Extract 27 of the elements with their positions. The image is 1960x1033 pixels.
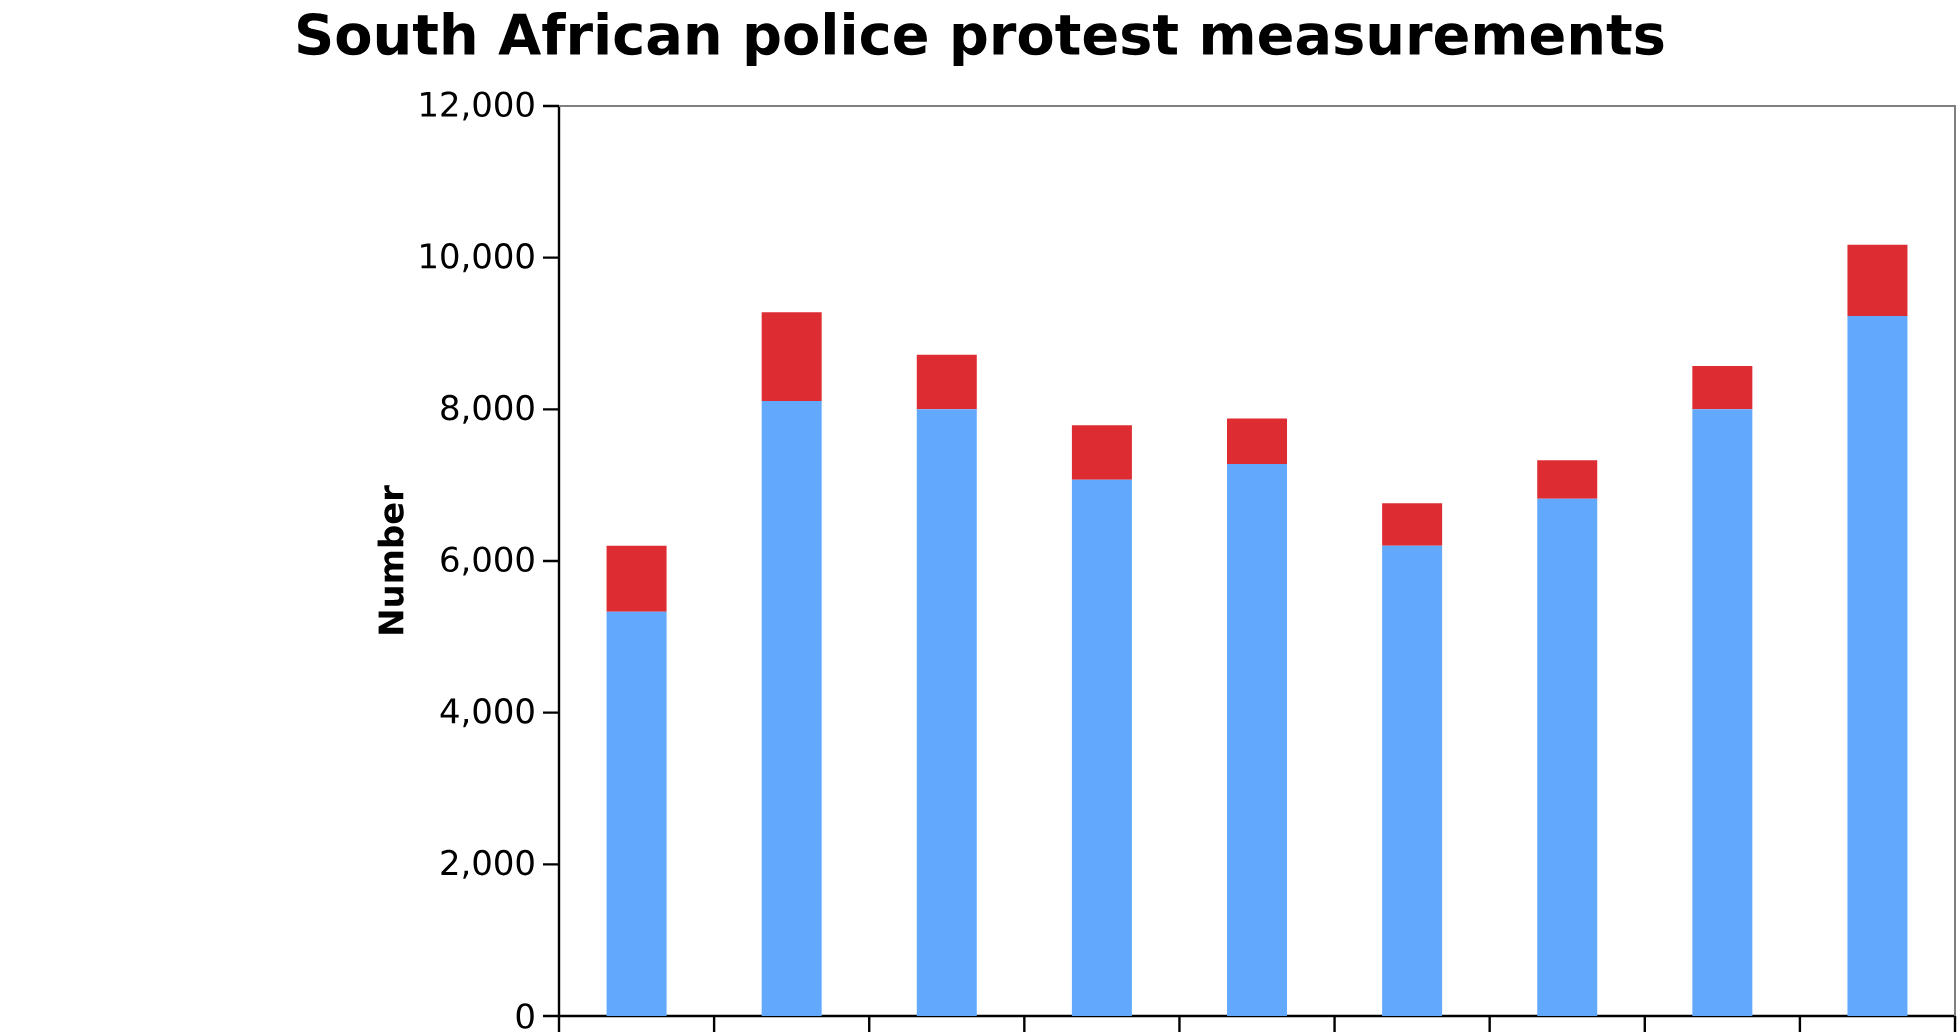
y-tick-label: 2,000 [441, 849, 534, 879]
bar [1382, 545, 1443, 1016]
bar [1847, 316, 1908, 1016]
bar [606, 611, 667, 1016]
bar [1071, 479, 1132, 1016]
bar [1227, 418, 1288, 464]
y-tick-label: 12,000 [421, 91, 534, 121]
bar [606, 545, 667, 612]
bar [1692, 366, 1753, 410]
bar [1537, 460, 1598, 499]
bar [916, 409, 977, 1016]
y-axis-title: Number [377, 485, 404, 634]
bar [761, 400, 822, 1016]
bar [1382, 503, 1443, 546]
bar [1071, 425, 1132, 480]
y-tick-label: 10,000 [421, 243, 534, 273]
y-tick-label: 6,000 [441, 546, 534, 576]
y-tick-label: 8,000 [441, 394, 534, 424]
chart-title: South African police protest measurements [298, 12, 1664, 67]
y-tick-label: 4,000 [440, 698, 534, 728]
bar [1847, 244, 1908, 317]
bar [1537, 498, 1598, 1016]
bar [1227, 463, 1288, 1016]
bar [761, 312, 822, 401]
bar [1692, 409, 1753, 1016]
bar [916, 354, 977, 410]
y-tick-label: 0 [516, 1003, 534, 1029]
